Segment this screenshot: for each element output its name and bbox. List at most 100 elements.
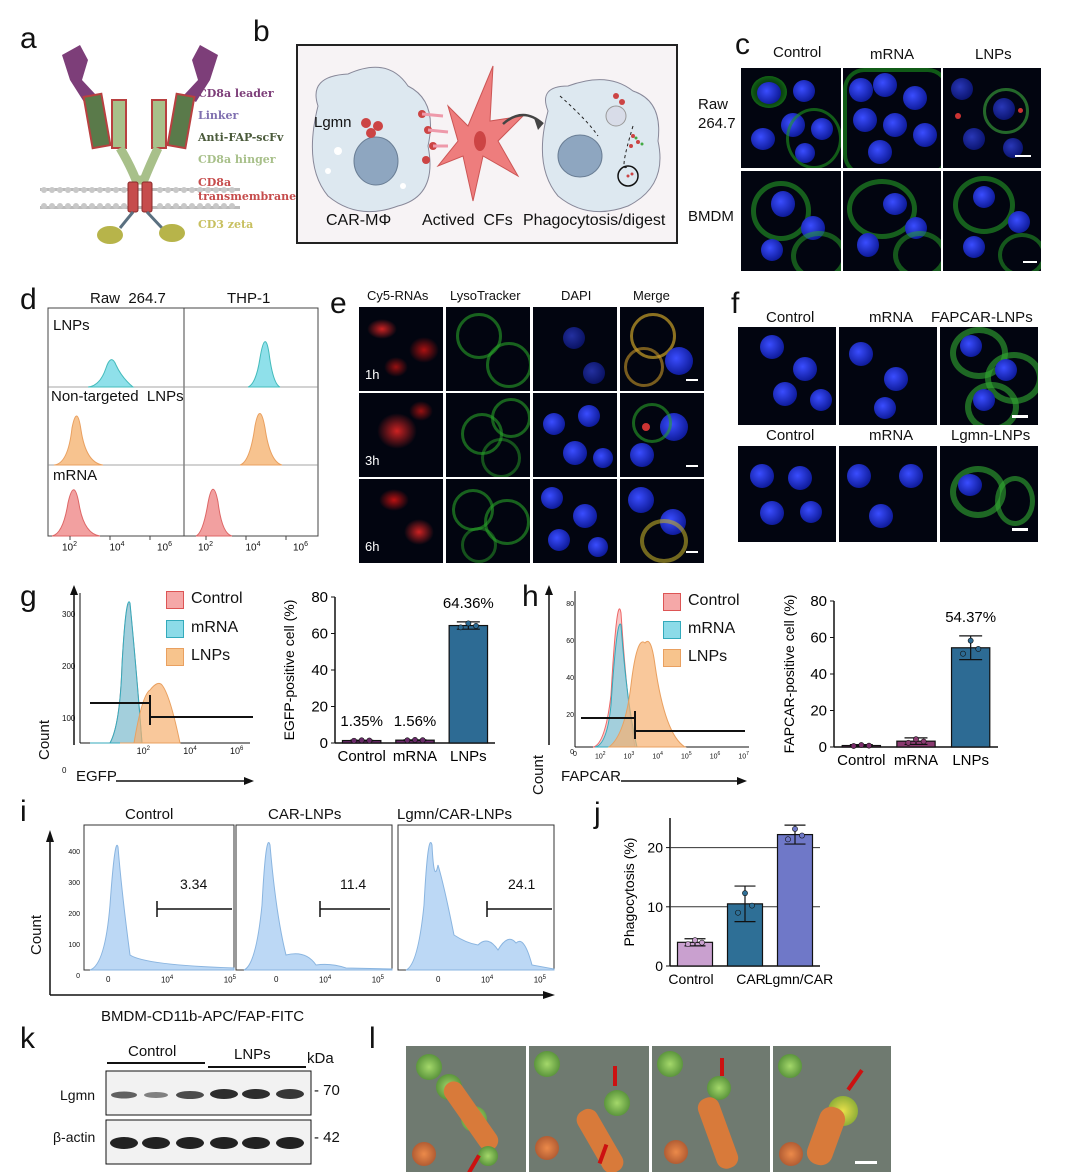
panel-letter-a: a bbox=[20, 22, 37, 55]
e-img-dapi-1h bbox=[533, 307, 617, 391]
category-label: Lgmn/CAR bbox=[765, 971, 833, 987]
panel-letter-f: f bbox=[731, 287, 740, 320]
h-x-arrow bbox=[621, 777, 747, 785]
c-micrograph-bmdm-control bbox=[741, 171, 841, 271]
y-tick-label: 20 bbox=[311, 699, 328, 716]
k-group-control: Control bbox=[128, 1043, 177, 1060]
h-legend-swatch-control bbox=[663, 593, 681, 611]
label-cd8a-tm: CD8a transmembrane bbox=[198, 176, 297, 203]
f-r1-fapcar: FAPCAR-LNPs bbox=[931, 309, 1033, 326]
c-micrograph-raw-lnps bbox=[943, 68, 1041, 168]
panel-letter-j: j bbox=[594, 797, 601, 830]
data-point bbox=[858, 742, 865, 748]
c-micrograph-raw-mrna bbox=[843, 68, 941, 168]
f-r2-mrna: mRNA bbox=[869, 427, 914, 444]
c-micrograph-bmdm-lnps bbox=[943, 171, 1041, 271]
data-point bbox=[967, 637, 974, 644]
category-label: LNPs bbox=[952, 752, 989, 769]
g-legend-lnps: LNPs bbox=[191, 647, 231, 664]
i-xticks-car: 0 104 105 bbox=[274, 975, 384, 985]
panel-letter-g: g bbox=[20, 580, 37, 613]
category-label: CAR bbox=[736, 971, 766, 987]
bar-lnps bbox=[448, 624, 489, 744]
i-histogram-control bbox=[83, 824, 235, 971]
label-linker: Linker bbox=[198, 109, 239, 122]
g-legend-swatch-control bbox=[166, 591, 184, 609]
g-xticks: 102 104 106 bbox=[136, 746, 244, 756]
g-ylabel: Count bbox=[36, 719, 53, 760]
h-legend-mrna: mRNA bbox=[688, 620, 736, 637]
k-size-70: - 70 bbox=[314, 1082, 340, 1099]
y-tick-label: 40 bbox=[311, 662, 328, 679]
data-point bbox=[735, 909, 741, 916]
e-img-cy5-3h: 3h bbox=[359, 393, 443, 477]
f-img-r2-lgmn bbox=[940, 446, 1038, 542]
y-tick-label: 0 bbox=[655, 958, 663, 974]
c-micrograph-raw-control bbox=[741, 68, 841, 168]
l-timelapse-frame-1 bbox=[406, 1046, 526, 1172]
e-col-merge: Merge bbox=[633, 288, 670, 303]
h-legend-lnps: LNPs bbox=[688, 648, 728, 665]
h-xlabel: FAPCAR bbox=[561, 768, 622, 785]
y-tick-label: 40 bbox=[810, 666, 827, 683]
e-img-lyso-3h bbox=[446, 393, 530, 477]
c-micrograph-bmdm-mrna bbox=[843, 171, 941, 271]
k-group-line-control bbox=[107, 1062, 205, 1064]
y-tick-label: 60 bbox=[311, 626, 328, 643]
e-col-dapi: DAPI bbox=[561, 288, 592, 303]
data-point bbox=[975, 646, 982, 652]
data-point bbox=[465, 620, 472, 627]
e-time-3h: 3h bbox=[365, 453, 380, 468]
red-arrow-icon bbox=[846, 1069, 864, 1091]
panel-letter-c: c bbox=[735, 28, 750, 61]
data-point bbox=[366, 737, 373, 744]
e-img-dapi-3h bbox=[533, 393, 617, 477]
data-point bbox=[742, 890, 748, 897]
h-ylabel: Count bbox=[530, 754, 547, 795]
e-img-merge-3h bbox=[620, 393, 704, 477]
f-r1-mrna: mRNA bbox=[869, 309, 914, 326]
data-point bbox=[404, 737, 411, 744]
h-xticks: 0 102 103 104 105 106 107 bbox=[573, 751, 749, 761]
e-img-lyso-1h bbox=[446, 307, 530, 391]
car-macrophage-schematic bbox=[311, 65, 661, 213]
l-timelapse-frame-3 bbox=[652, 1046, 770, 1172]
category-label: mRNA bbox=[894, 752, 938, 769]
c-row-raw: Raw bbox=[698, 96, 729, 113]
category-label: Control bbox=[837, 752, 885, 769]
k-size-42: - 42 bbox=[314, 1129, 340, 1146]
h-legend-swatch-lnps bbox=[663, 649, 681, 667]
h-bar-chart: 0 20 40 60 80 Control mRNA LNPs 54.37% FAPCAR-pos… bbox=[781, 593, 998, 769]
l-timelapse-frame-4 bbox=[773, 1046, 891, 1172]
g-legend-swatch-lnps bbox=[166, 648, 184, 666]
label-phagocytosis-digest: Phagocytosis/digest bbox=[523, 212, 666, 229]
label-cd3-zeta: CD3 zeta bbox=[198, 218, 254, 231]
e-img-merge-1h bbox=[620, 307, 704, 391]
h-yticks: 80 60 40 20 0 bbox=[566, 601, 574, 756]
panel-letter-b: b bbox=[253, 15, 270, 48]
label-anti-fap: Anti-FAP-scFv bbox=[198, 131, 284, 144]
h-legend-control: Control bbox=[688, 592, 740, 609]
y-tick-label: 0 bbox=[819, 739, 827, 756]
g-legend-swatch-mrna bbox=[166, 620, 184, 638]
bar-lnps bbox=[950, 647, 991, 748]
d-xticks-thp1: 102 104 106 bbox=[198, 541, 308, 554]
i-xticks-lgmn: 0 104 105 bbox=[436, 975, 546, 985]
value-label: 54.37% bbox=[945, 609, 996, 626]
d-xticks-raw: 102 104 106 bbox=[62, 541, 172, 554]
f-img-r2-mrna bbox=[839, 446, 937, 542]
k-band-lgmn: Lgmn bbox=[60, 1087, 96, 1103]
i-gate-car: 11.4 bbox=[340, 876, 367, 892]
label-cd8a-hinger: CD8a hinger bbox=[198, 153, 276, 166]
label-car-mphi: CAR-MΦ bbox=[326, 212, 392, 229]
d-histogram-panel bbox=[47, 307, 319, 540]
data-point bbox=[692, 937, 698, 944]
panel-letter-e: e bbox=[330, 287, 347, 320]
e-img-cy5-6h: 6h bbox=[359, 479, 443, 563]
d-row-nontargeted: Non-targeted LNPs bbox=[51, 388, 184, 405]
panel-letter-i: i bbox=[20, 795, 27, 828]
data-point bbox=[960, 650, 966, 657]
i-ylabel: Count bbox=[28, 914, 45, 955]
panel-letter-l: l bbox=[369, 1022, 376, 1055]
